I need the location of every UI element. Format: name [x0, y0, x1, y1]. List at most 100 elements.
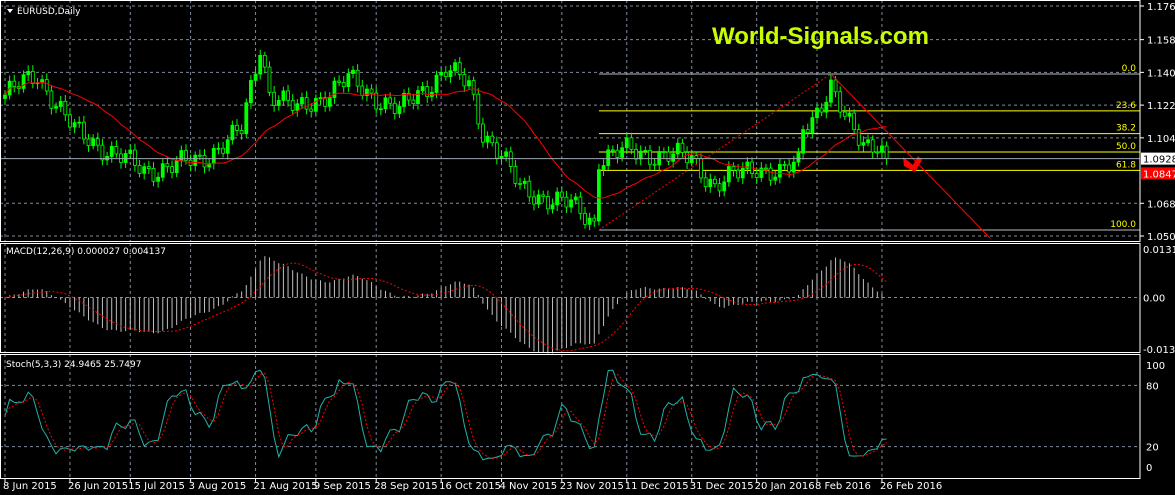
candle-bull [453, 62, 457, 72]
candle-bear [165, 163, 170, 168]
macd-panel[interactable] [4, 256, 888, 354]
price-tick-label: 1.14030 [1147, 68, 1175, 79]
fib-level-label: 38.2 [1116, 124, 1136, 134]
candle-bear [838, 91, 843, 113]
price-panel[interactable]: 0.0 23.6 38.2 50.0 61.8 100.0 [0, 49, 1140, 239]
candle-bear [884, 145, 889, 159]
x-tick-label: 9 Sep 2015 [314, 481, 371, 492]
bid-price-box [1141, 152, 1175, 165]
candle-bear [527, 180, 532, 198]
down-arrow-icon [903, 156, 922, 172]
candle-bull [550, 204, 555, 210]
x-tick-label: 8 Jun 2015 [3, 481, 57, 492]
candle-bear [184, 150, 188, 161]
candle-bull [708, 178, 713, 188]
candle-bull [815, 107, 819, 118]
candle-bear [592, 217, 597, 222]
candle-bull [109, 145, 114, 157]
candle-bear [406, 92, 411, 101]
candle-bull [569, 199, 573, 208]
candle-bull [351, 69, 355, 75]
candle-bear [648, 150, 652, 165]
candle-bull [327, 97, 332, 107]
candle-bear [471, 80, 476, 95]
candle-bear [44, 79, 49, 92]
candle-bull [193, 154, 198, 166]
candle-bear [736, 169, 741, 179]
candle-bull [402, 92, 406, 107]
candle-bear [513, 166, 518, 184]
candle-bull [726, 166, 731, 183]
macd-tick-label: 0.00 [1143, 294, 1165, 305]
candle-bear [615, 149, 620, 158]
candle-bull [276, 100, 281, 106]
candle-bull [675, 142, 680, 155]
stoch-label: Stoch(5,3,3) 24.9465 25.7497 [6, 360, 141, 370]
candle-bull [861, 142, 866, 146]
candle-bull [332, 80, 337, 98]
price-tick-label: 1.12230 [1147, 101, 1175, 112]
candle-bear [95, 138, 100, 146]
candle-bull [638, 150, 643, 160]
candle-bull [54, 106, 58, 109]
candle-bull [773, 176, 778, 181]
candle-bull [142, 166, 147, 174]
candle-bull [504, 151, 509, 157]
candle-bull [597, 169, 601, 222]
candle-bull [536, 194, 541, 205]
candle-bull [72, 122, 77, 128]
moving-average-line [4, 82, 887, 199]
candle-bear [541, 194, 546, 197]
candle-bull [499, 155, 504, 159]
x-tick-label: 21 Aug 2015 [254, 481, 318, 492]
candle-bull [230, 124, 235, 141]
candle-bull [211, 148, 216, 165]
candle-bear [494, 142, 499, 159]
candle-bear [309, 108, 314, 112]
candle-bear [833, 79, 838, 93]
candle-bear [133, 149, 137, 166]
stoch-signal-line [4, 372, 887, 460]
fib-level-label: 50.0 [1116, 142, 1136, 152]
candle-bull [244, 102, 249, 135]
candle-bull [318, 97, 323, 99]
candle-bull [624, 137, 629, 149]
candle-bull [791, 161, 796, 173]
candle-bear [197, 154, 202, 157]
candle-bear [782, 164, 787, 166]
price-tick-label: 1.10430 [1147, 134, 1175, 145]
candle-bull [58, 100, 63, 107]
candle-bull [643, 150, 648, 152]
candle-bull [253, 73, 258, 81]
candle-bear [221, 147, 225, 154]
candle-bear [304, 97, 309, 110]
panel-frame [0, 0, 1141, 242]
fib-level-label: 100.0 [1110, 220, 1136, 230]
x-tick-label: 31 Dec 2015 [690, 481, 754, 492]
dropdown-triangle-icon[interactable] [7, 9, 13, 13]
macd-signal-line [4, 262, 887, 352]
x-tick-label: 11 Dec 2015 [625, 481, 689, 492]
stoch-panel[interactable] [4, 369, 887, 461]
candle-bear [610, 149, 615, 152]
candle-bear [559, 191, 564, 198]
candle-bear [787, 164, 792, 173]
macd-tick-label: -0.013928 [1143, 345, 1175, 356]
candle-bear [360, 85, 365, 96]
candle-bear [764, 167, 768, 170]
candle-bull [383, 97, 388, 110]
candle-bull [378, 108, 383, 111]
x-tick-label: 4 Nov 2015 [499, 481, 557, 492]
candle-bear [146, 166, 151, 169]
candle-bull [740, 168, 745, 179]
candle-bull [174, 160, 179, 173]
candle-bull [587, 217, 592, 225]
x-tick-label: 28 Sep 2015 [374, 481, 437, 492]
candle-bear [666, 151, 671, 162]
candle-bull [448, 70, 453, 78]
candle-bear [49, 90, 54, 109]
candle-bear [508, 151, 513, 167]
candle-bear [443, 72, 448, 78]
candle-bear [392, 102, 397, 114]
